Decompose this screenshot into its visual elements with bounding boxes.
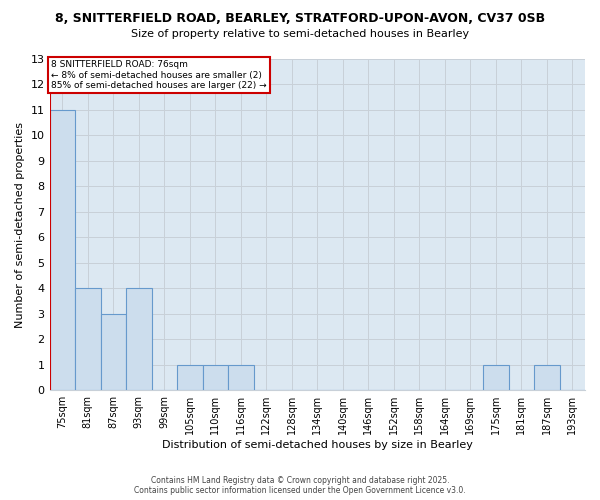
Text: Size of property relative to semi-detached houses in Bearley: Size of property relative to semi-detach… (131, 29, 469, 39)
Bar (126, 288, 152, 390)
Text: 8 SNITTERFIELD ROAD: 76sqm
← 8% of semi-detached houses are smaller (2)
85% of s: 8 SNITTERFIELD ROAD: 76sqm ← 8% of semi-… (51, 60, 266, 90)
Bar (50, 110, 75, 390)
Bar (203, 364, 228, 390)
Bar (483, 364, 509, 390)
Text: Contains HM Land Registry data © Crown copyright and database right 2025.
Contai: Contains HM Land Registry data © Crown c… (134, 476, 466, 495)
X-axis label: Distribution of semi-detached houses by size in Bearley: Distribution of semi-detached houses by … (162, 440, 473, 450)
Y-axis label: Number of semi-detached properties: Number of semi-detached properties (15, 122, 25, 328)
Bar (101, 314, 126, 390)
Bar (228, 364, 254, 390)
Bar (75, 288, 101, 390)
Bar (534, 364, 560, 390)
Text: 8, SNITTERFIELD ROAD, BEARLEY, STRATFORD-UPON-AVON, CV37 0SB: 8, SNITTERFIELD ROAD, BEARLEY, STRATFORD… (55, 12, 545, 26)
Bar (177, 364, 203, 390)
